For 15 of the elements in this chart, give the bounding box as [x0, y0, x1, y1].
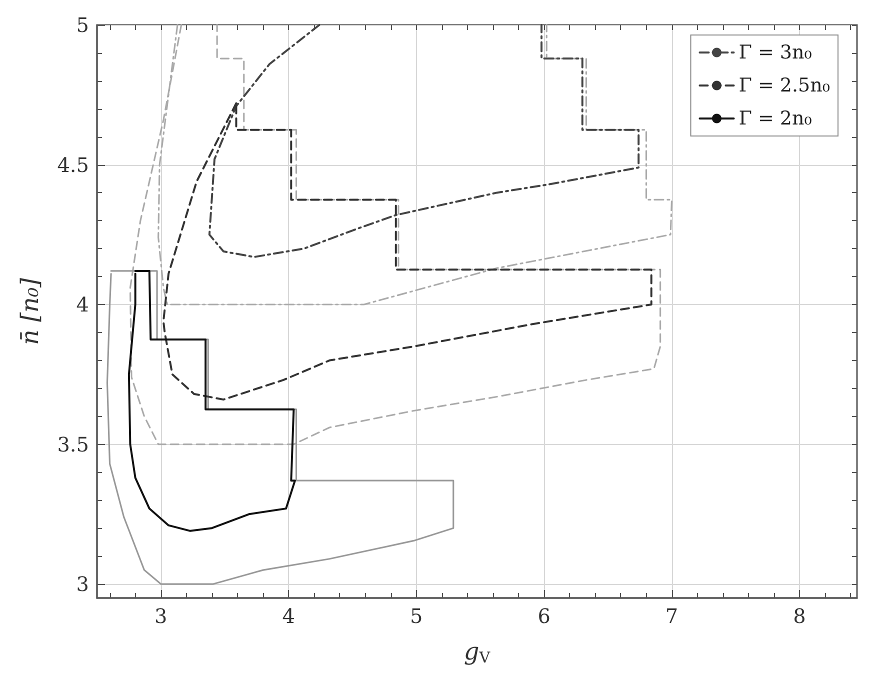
legend-label: Γ = 2n₀: [738, 108, 812, 130]
y-axis-title: n̄ [n₀]: [16, 277, 44, 345]
x-tick-label: 8: [793, 604, 806, 628]
x-tick-label: 3: [154, 604, 168, 628]
x-tick-label: 5: [410, 604, 423, 628]
legend-label: Γ = 2.5n₀: [738, 74, 830, 96]
y-tick-label: 4.5: [57, 152, 89, 177]
y-tick-label: 5: [76, 13, 89, 37]
legend-label: Γ = 3n₀: [738, 42, 812, 64]
x-tick-label: 7: [665, 604, 678, 628]
y-tick-label: 3: [76, 572, 89, 596]
y-tick-label: 3.5: [57, 432, 89, 456]
x-tick-label: 4: [282, 604, 295, 628]
x-tick-label: 6: [538, 604, 550, 628]
y-tick-label: 4: [76, 292, 89, 317]
